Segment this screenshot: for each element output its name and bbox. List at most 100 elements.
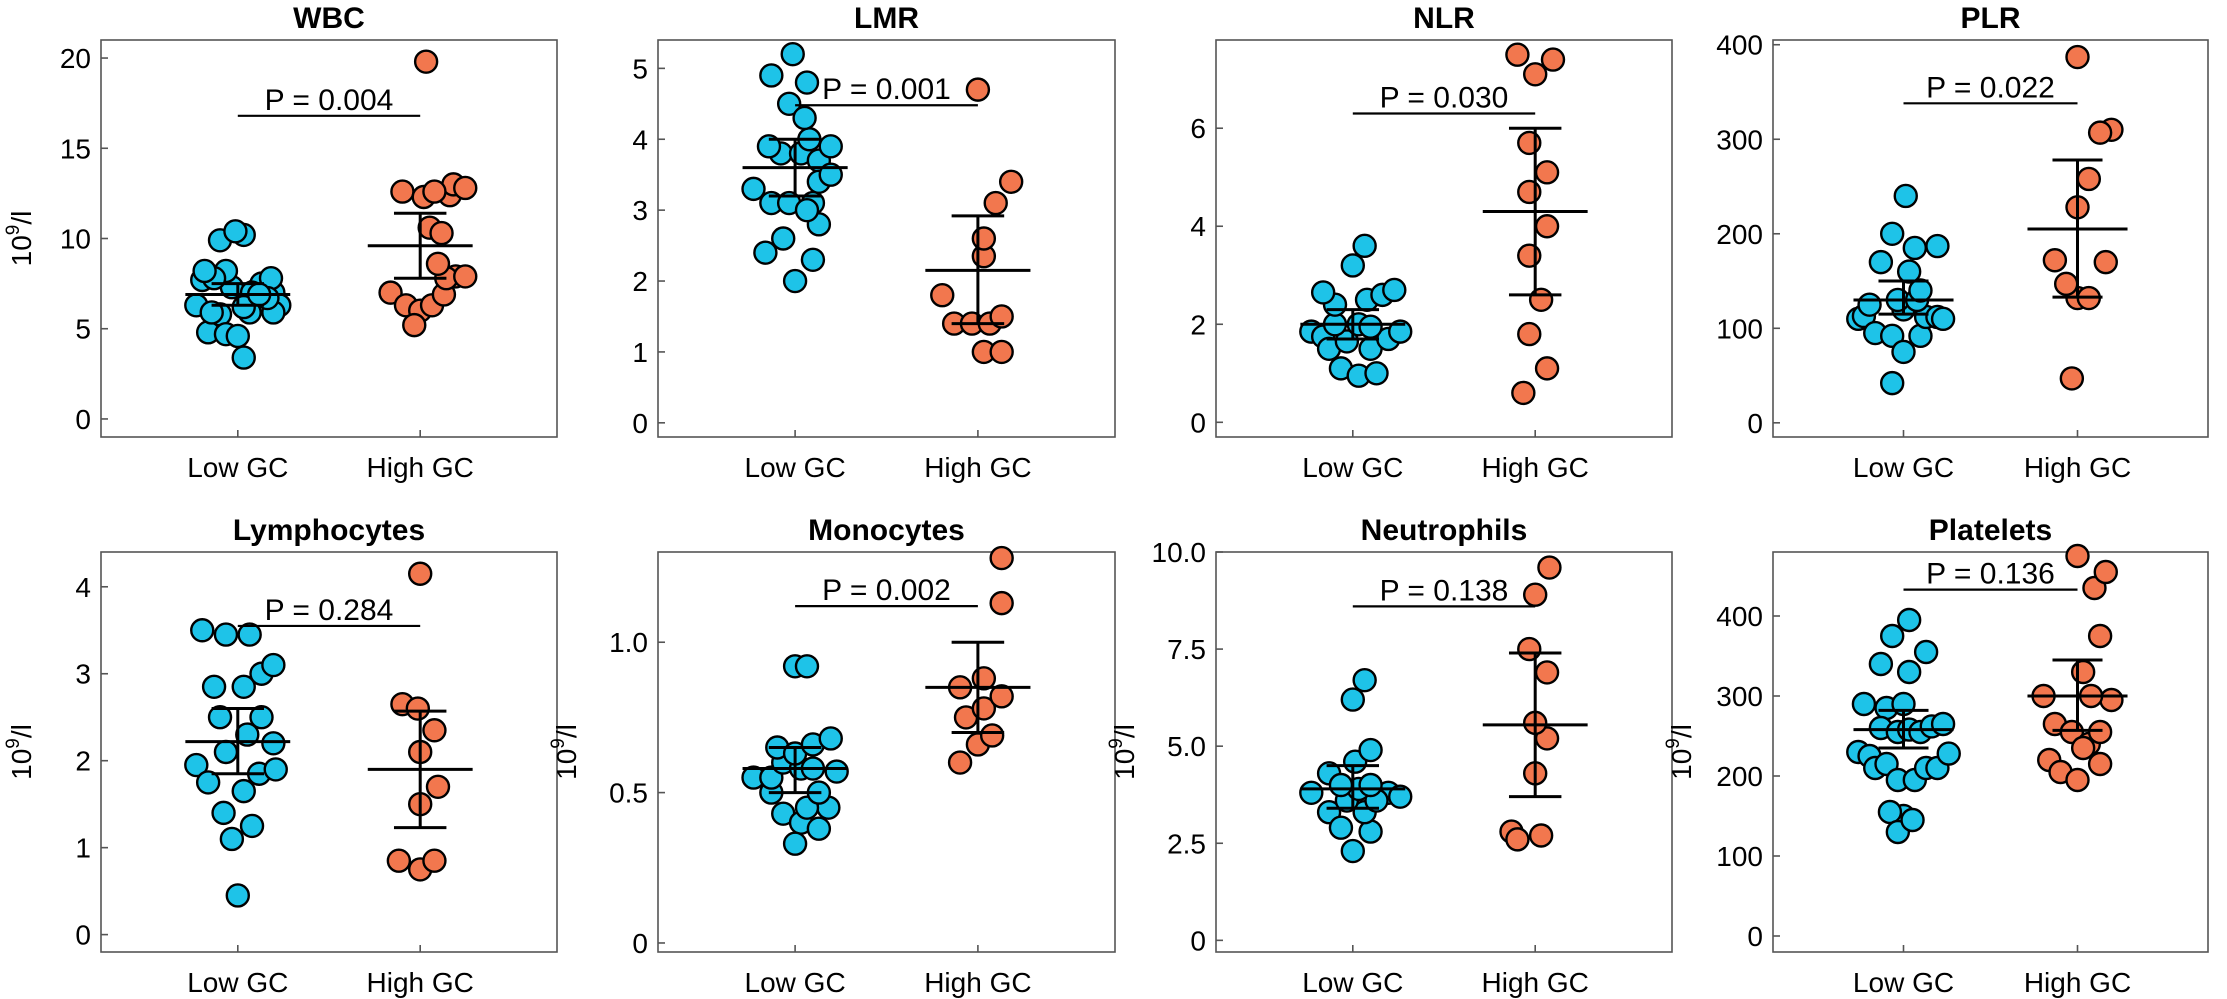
y-tick-label: 4 bbox=[1190, 211, 1206, 242]
panel-plr: PLR 0 100 200 300 400 Low GC High GC P = 0.022 bbox=[1716, 2, 2209, 483]
low-gc-point bbox=[1900, 807, 1925, 833]
high-gc-point bbox=[989, 339, 1014, 365]
high-gc-point bbox=[386, 848, 412, 873]
low-gc-point bbox=[792, 105, 817, 131]
low-gc-point bbox=[1388, 319, 1413, 344]
low-gc-point bbox=[806, 816, 832, 841]
plot-area bbox=[1215, 551, 1673, 953]
y-tick-label: 5 bbox=[632, 53, 648, 84]
y-tick-label: 4 bbox=[75, 572, 91, 603]
low-gc-point bbox=[231, 345, 256, 370]
low-gc-point bbox=[231, 674, 256, 699]
high-gc-point bbox=[2087, 120, 2113, 145]
plot-area bbox=[1215, 39, 1673, 438]
plot-area bbox=[1772, 551, 2209, 953]
y-tick-label: 10 bbox=[60, 224, 91, 255]
low-gc-point bbox=[1891, 339, 1916, 365]
y-tick-label: 5.0 bbox=[1167, 731, 1206, 762]
low-gc-point bbox=[223, 219, 248, 244]
high-gc-point bbox=[1534, 660, 1560, 685]
low-gc-point bbox=[794, 654, 820, 679]
low-gc-point bbox=[1328, 772, 1354, 798]
high-gc-point bbox=[1505, 42, 1530, 67]
high-gc-point bbox=[989, 684, 1014, 709]
x-tick-label: Low GC bbox=[187, 452, 288, 483]
panel-title: PLR bbox=[1961, 2, 2021, 35]
low-gc-point bbox=[818, 726, 843, 751]
low-gc-point bbox=[1913, 639, 1939, 665]
x-tick-label: Low GC bbox=[1302, 452, 1403, 483]
high-gc-point bbox=[378, 280, 403, 305]
y-axis-label: 109/l bbox=[548, 724, 582, 780]
high-gc-point bbox=[2099, 687, 2124, 713]
high-gc-point bbox=[2093, 249, 2118, 275]
high-gc-point bbox=[971, 226, 997, 251]
low-gc-point bbox=[753, 240, 778, 265]
high-gc-point bbox=[402, 312, 427, 338]
high-gc-point bbox=[1522, 582, 1548, 607]
high-gc-point bbox=[429, 220, 454, 246]
high-gc-point bbox=[425, 251, 451, 276]
x-tick-label: High GC bbox=[2024, 967, 2131, 998]
y-tick-label: 0 bbox=[1747, 408, 1763, 439]
low-gc-point bbox=[1879, 370, 1905, 396]
low-gc-point bbox=[1925, 233, 1950, 259]
high-gc-point bbox=[1528, 287, 1554, 312]
p-value-label: P = 0.002 bbox=[822, 574, 951, 607]
low-gc-point bbox=[1388, 784, 1413, 809]
y-axis-label: 109/l bbox=[1663, 724, 1697, 780]
y-tick-label: 0 bbox=[75, 920, 91, 951]
low-gc-point bbox=[1930, 306, 1956, 332]
low-gc-point bbox=[213, 622, 239, 647]
panel-wbc: WBC 0 5 10 15 20 Low GC High GC 109/l P = 0.004 bbox=[3, 2, 558, 483]
high-gc-point bbox=[2087, 719, 2113, 745]
low-gc-point bbox=[782, 831, 808, 856]
high-gc-point bbox=[1540, 47, 1566, 72]
low-gc-point bbox=[776, 91, 802, 117]
low-gc-point bbox=[1879, 623, 1905, 649]
low-gc-point bbox=[219, 826, 245, 852]
panel-lymphocytes: Lymphocytes 0 1 2 3 4 Low GC High GC 109/l P = 0.… bbox=[3, 514, 558, 998]
high-gc-point bbox=[2065, 767, 2090, 793]
low-gc-point bbox=[1893, 183, 1918, 209]
high-gc-point bbox=[1517, 130, 1542, 156]
high-gc-point bbox=[422, 848, 447, 873]
low-gc-point bbox=[237, 622, 262, 647]
x-tick-label: Low GC bbox=[1853, 967, 1954, 998]
high-gc-point bbox=[1517, 243, 1542, 268]
y-axis-label: 109/l bbox=[3, 211, 37, 267]
y-tick-label: 5 bbox=[75, 314, 91, 345]
y-tick-label: 200 bbox=[1716, 219, 1763, 250]
high-gc-point bbox=[983, 190, 1008, 216]
high-gc-point bbox=[1505, 827, 1530, 852]
low-gc-point bbox=[249, 705, 274, 730]
high-gc-point bbox=[405, 696, 431, 721]
low-gc-point bbox=[1382, 277, 1407, 303]
low-gc-point bbox=[1930, 711, 1956, 737]
panel-lmr: LMR 0 1 2 3 4 5 Low GC High GC P = 0.001 bbox=[632, 2, 1116, 483]
x-tick-label: Low GC bbox=[745, 452, 846, 483]
high-gc-point bbox=[2076, 166, 2102, 192]
high-gc-point bbox=[1537, 555, 1562, 580]
high-gc-point bbox=[2065, 44, 2090, 70]
low-gc-point bbox=[207, 705, 233, 730]
plot-area bbox=[1772, 39, 2209, 438]
high-gc-point bbox=[1517, 179, 1542, 205]
low-gc-point bbox=[239, 813, 265, 839]
low-gc-point bbox=[1328, 815, 1354, 840]
low-gc-point bbox=[1908, 278, 1933, 303]
y-tick-label: 100 bbox=[1716, 841, 1763, 872]
low-gc-point bbox=[824, 759, 849, 784]
low-gc-point bbox=[780, 41, 805, 67]
low-gc-point bbox=[1896, 659, 1922, 685]
y-tick-label: 300 bbox=[1716, 681, 1763, 712]
low-gc-point bbox=[1310, 280, 1336, 305]
low-gc-point bbox=[1340, 687, 1366, 712]
high-gc-point bbox=[998, 169, 1024, 194]
x-tick-label: High GC bbox=[367, 452, 474, 483]
high-gc-point bbox=[1528, 823, 1554, 848]
y-tick-label: 400 bbox=[1716, 601, 1763, 632]
high-gc-point bbox=[2042, 248, 2068, 273]
x-tick-label: High GC bbox=[1482, 452, 1589, 483]
